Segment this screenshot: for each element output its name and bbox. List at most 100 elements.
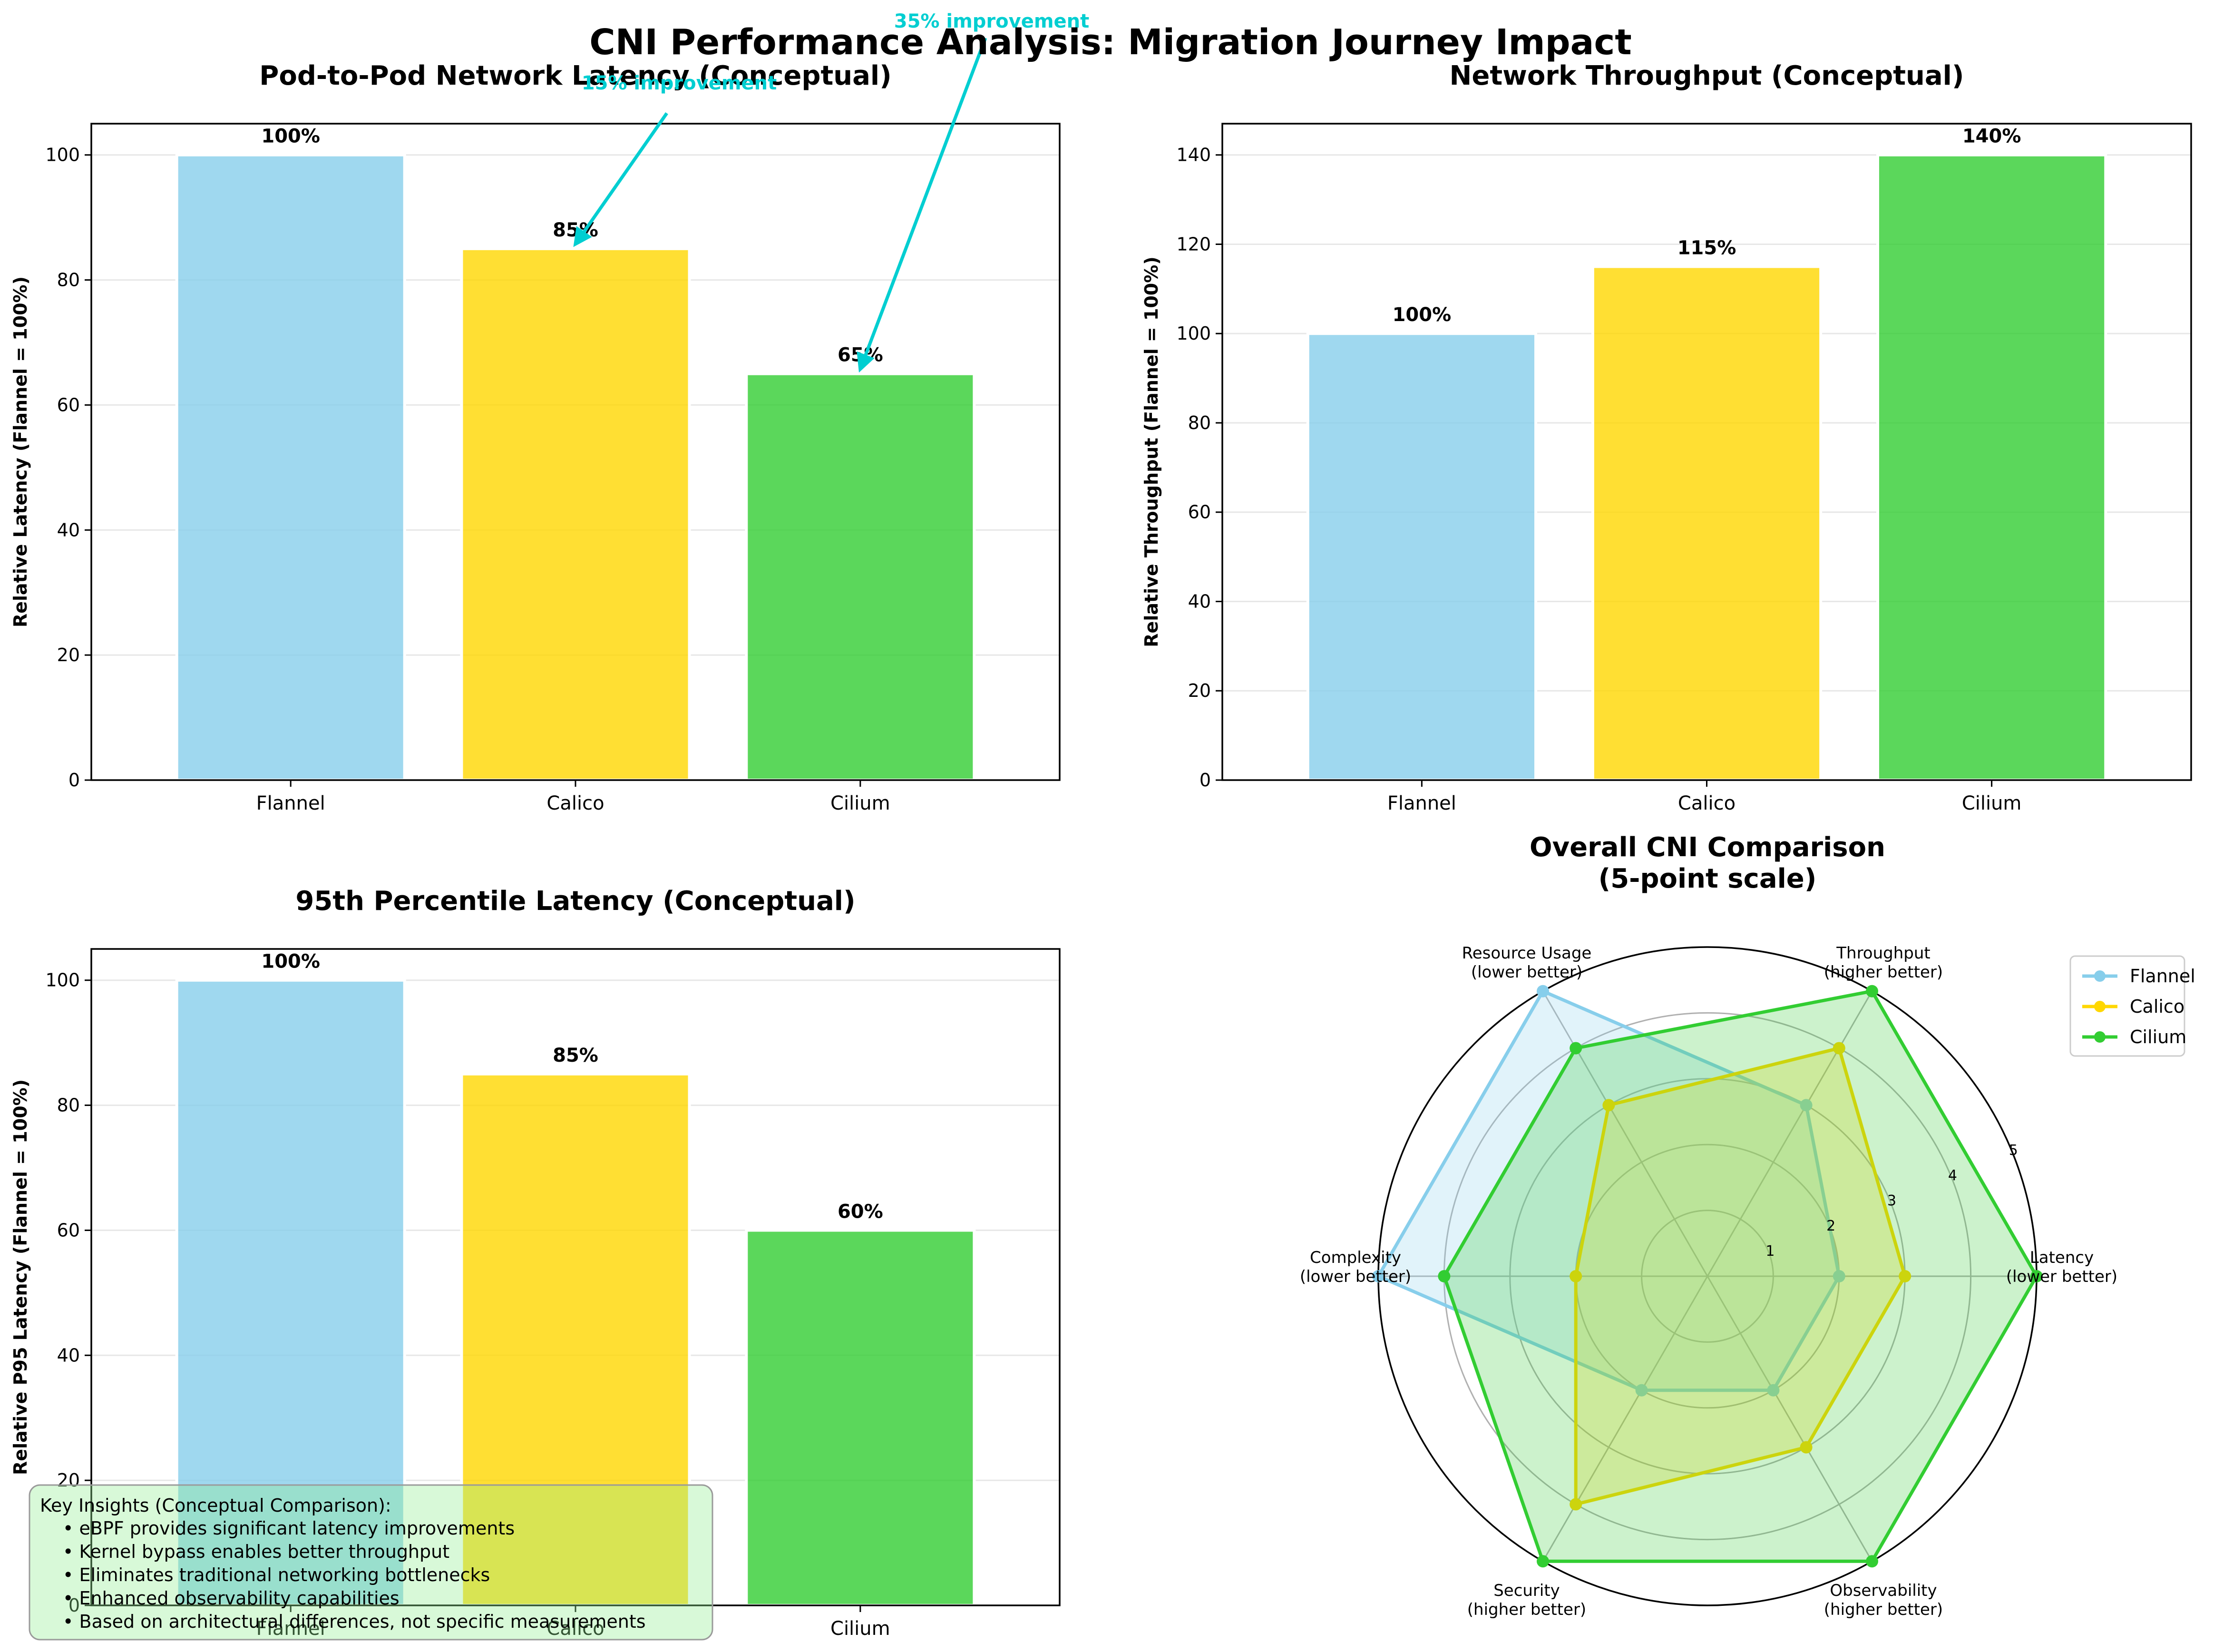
x-tick-label: Flannel bbox=[1387, 792, 1456, 814]
chart-title: 95th Percentile Latency (Conceptual) bbox=[295, 886, 855, 917]
insights-item: • Kernel bypass enables better throughpu… bbox=[63, 1541, 449, 1562]
y-tick-label: 40 bbox=[57, 519, 80, 540]
x-tick-label: Cilium bbox=[830, 792, 890, 814]
y-tick-label: 80 bbox=[57, 1095, 80, 1116]
legend-label: Cilium bbox=[2130, 1026, 2186, 1047]
insights-background bbox=[29, 1484, 713, 1641]
radar-point bbox=[1767, 1384, 1780, 1397]
radar-point bbox=[1833, 1270, 1845, 1282]
y-tick-label: 60 bbox=[57, 394, 80, 415]
x-tick-label: Flannel bbox=[256, 792, 325, 814]
legend-label: Calico bbox=[2130, 996, 2184, 1017]
radar-point bbox=[1570, 1042, 1582, 1055]
y-tick-label: 40 bbox=[57, 1345, 80, 1366]
insights-item: • Based on architectural differences, no… bbox=[63, 1611, 646, 1632]
y-tick-label: 100 bbox=[45, 145, 80, 166]
radar-point bbox=[1537, 1555, 1549, 1568]
bar-cilium bbox=[1876, 153, 2107, 782]
bar-flannel bbox=[175, 153, 406, 782]
data-label: 140% bbox=[1962, 126, 2021, 147]
legend-label: Flannel bbox=[2130, 966, 2195, 987]
y-tick-label: 60 bbox=[57, 1220, 80, 1241]
data-label: 115% bbox=[1677, 237, 1736, 259]
bar-calico bbox=[460, 247, 691, 782]
radar-point bbox=[1635, 1384, 1648, 1397]
chart-title: Pod-to-Pod Network Latency (Conceptual) bbox=[259, 60, 891, 91]
radar-area-flannel bbox=[1378, 991, 1839, 1390]
radar-r-tick-label: 5 bbox=[2009, 1142, 2018, 1159]
radar-point bbox=[1537, 985, 1549, 997]
radar-point bbox=[1570, 1270, 1582, 1282]
radar-r-tick-label: 4 bbox=[1948, 1167, 1957, 1184]
legend: Flannel Calico Cilium bbox=[2069, 955, 2195, 1057]
insights-item: • eBPF provides significant latency impr… bbox=[63, 1518, 515, 1539]
radar-point bbox=[2030, 1270, 2043, 1282]
y-tick-label: 100 bbox=[1176, 323, 1211, 344]
radar-point bbox=[1438, 1270, 1451, 1282]
bar-cilium bbox=[745, 1229, 976, 1607]
bar-cilium bbox=[745, 372, 976, 782]
bar-flannel bbox=[175, 978, 406, 1607]
radar-axis-label: Observability (higher better) bbox=[1824, 1581, 1943, 1619]
x-tick-label: Calico bbox=[1678, 792, 1736, 814]
y-tick-label: 0 bbox=[68, 770, 80, 791]
bar-calico bbox=[1591, 265, 1823, 782]
y-tick-label: 40 bbox=[1188, 591, 1211, 612]
x-tick-label: Flannel bbox=[256, 1618, 325, 1640]
radar-axis-label: Throughput (higher better) bbox=[1824, 944, 1943, 982]
y-tick-label: 120 bbox=[1176, 234, 1211, 254]
y-tick-label: 20 bbox=[57, 1470, 80, 1491]
bar-chart-2: 0 20 40 60 80 100 120 140 Flannel Calico Cilium 100… bbox=[1141, 60, 2192, 814]
radar-r-tick-label: 3 bbox=[1887, 1193, 1896, 1209]
y-tick-label: 140 bbox=[1176, 145, 1211, 166]
radar-axis-label: Latency (lower better) bbox=[2006, 1248, 2117, 1286]
data-label: 100% bbox=[261, 126, 320, 147]
y-tick-label: 100 bbox=[45, 970, 80, 991]
radar-axis-label: Security (higher better) bbox=[1467, 1581, 1586, 1619]
bar-chart-3: 0 20 40 60 80 100 Flannel Calico Cilium 100% 85% 60… bbox=[10, 886, 1061, 1640]
radar-chart: 1 2 3 4 5 Latency (lower better) Throughput (hig… bbox=[1300, 832, 2195, 1619]
annotation-arrow bbox=[857, 37, 987, 373]
radar-spoke bbox=[1542, 1276, 1708, 1562]
radar-point bbox=[1866, 1555, 1878, 1568]
insights-item: • Eliminates traditional networking bott… bbox=[63, 1564, 490, 1585]
legend-marker bbox=[2094, 1001, 2106, 1012]
x-tick-label: Cilium bbox=[830, 1618, 890, 1640]
annotation-label: 35% improvement bbox=[894, 10, 1090, 32]
data-label: 65% bbox=[838, 344, 883, 366]
radar-point bbox=[1899, 1270, 1911, 1282]
data-label: 100% bbox=[1393, 304, 1452, 326]
radar-point bbox=[1372, 1270, 1385, 1282]
radar-spoke bbox=[1706, 1276, 1873, 1562]
radar-r-tick-label: 1 bbox=[1765, 1243, 1775, 1260]
x-tick-label: Cilium bbox=[1962, 792, 2022, 814]
radar-point bbox=[1800, 1099, 1813, 1112]
chart-title: Network Throughput (Conceptual) bbox=[1450, 60, 1964, 91]
data-label: 60% bbox=[838, 1201, 883, 1222]
y-tick-label: 80 bbox=[57, 270, 80, 291]
bar-calico bbox=[460, 1072, 691, 1607]
radar-r-tick-label: 2 bbox=[1826, 1218, 1835, 1234]
data-label: 100% bbox=[261, 951, 320, 973]
data-label: 85% bbox=[553, 1045, 598, 1066]
y-axis-label: Relative Latency (Flannel = 100%) bbox=[10, 276, 31, 627]
radar-point bbox=[1800, 1441, 1813, 1454]
bar-flannel bbox=[1306, 332, 1538, 782]
radar-axis-label: Complexity (lower better) bbox=[1300, 1248, 1411, 1286]
y-tick-label: 20 bbox=[1188, 680, 1211, 701]
y-tick-label: 60 bbox=[1188, 502, 1211, 523]
insights-box: Key Insights (Conceptual Comparison):• e… bbox=[29, 1484, 713, 1641]
y-tick-label: 0 bbox=[68, 1595, 80, 1616]
y-tick-label: 0 bbox=[1199, 770, 1211, 791]
radar-area-cilium bbox=[1444, 991, 2037, 1562]
y-axis-label: Relative Throughput (Flannel = 100%) bbox=[1141, 256, 1162, 647]
legend-marker bbox=[2094, 970, 2106, 982]
radar-area-calico bbox=[1576, 1048, 1905, 1505]
legend-marker bbox=[2094, 1031, 2106, 1043]
annotation-label: 15% improvement bbox=[582, 72, 777, 94]
insights-title: Key Insights (Conceptual Comparison): bbox=[40, 1495, 391, 1516]
radar-spoke bbox=[1706, 990, 1873, 1277]
